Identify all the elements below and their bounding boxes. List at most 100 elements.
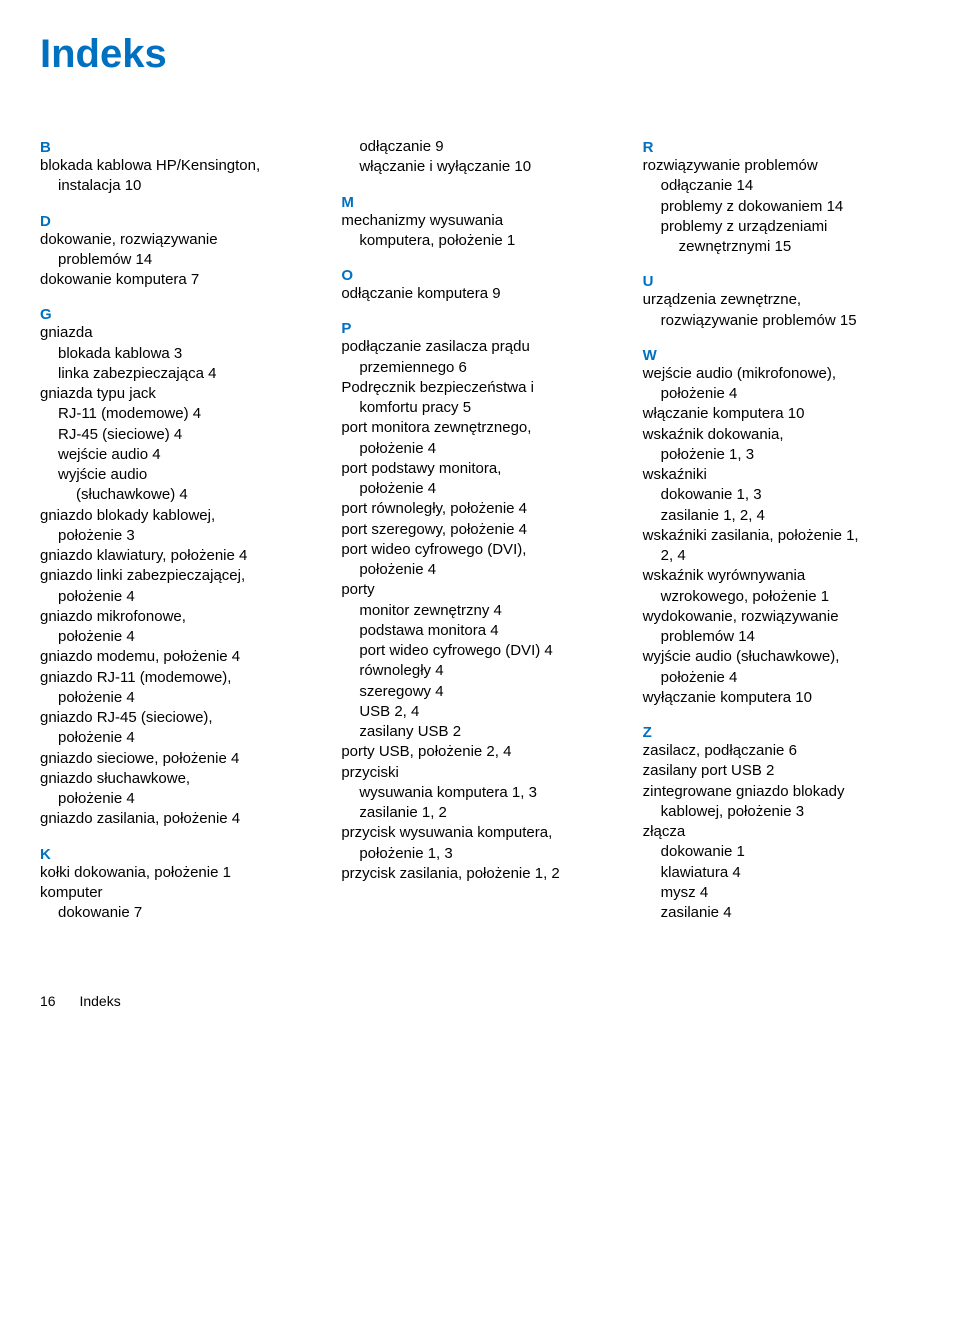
- index-entry: zasilany port USB 2: [643, 761, 920, 781]
- index-entry: gniazdo linki zabezpieczającej,: [40, 566, 317, 586]
- index-entry: problemów 14: [40, 250, 317, 270]
- letter-r: R: [643, 139, 920, 156]
- index-entry: odłączanie 14: [643, 176, 920, 196]
- index-entry: dokowanie 7: [40, 903, 317, 923]
- index-entry: dokowanie 1: [643, 842, 920, 862]
- index-entry: przycisk zasilania, położenie 1, 2: [341, 864, 618, 884]
- index-entry: klawiatura 4: [643, 863, 920, 883]
- index-entry: mysz 4: [643, 883, 920, 903]
- index-entry: zasilanie 1, 2, 4: [643, 506, 920, 526]
- index-entry: blokada kablowa 3: [40, 344, 317, 364]
- index-entry: zewnętrznymi 15: [643, 237, 920, 257]
- index-entry: problemów 14: [643, 627, 920, 647]
- index-entry: problemy z urządzeniami: [643, 217, 920, 237]
- index-entry: port wideo cyfrowego (DVI),: [341, 540, 618, 560]
- letter-k: K: [40, 846, 317, 863]
- index-entry: wskaźnik wyrównywania: [643, 566, 920, 586]
- page-number: 16: [40, 993, 56, 1009]
- index-entry: wydokowanie, rozwiązywanie: [643, 607, 920, 627]
- index-entry: przycisk wysuwania komputera,: [341, 823, 618, 843]
- index-entry: położenie 4: [40, 627, 317, 647]
- index-entry: rozwiązywanie problemów 15: [643, 311, 920, 331]
- index-entry: wejście audio 4: [40, 445, 317, 465]
- index-entry: instalacja 10: [40, 176, 317, 196]
- column-2: odłączanie 9 włączanie i wyłączanie 10 M…: [341, 137, 618, 923]
- index-entry: USB 2, 4: [341, 702, 618, 722]
- index-entry: gniazdo zasilania, położenie 4: [40, 809, 317, 829]
- index-entry: kołki dokowania, położenie 1: [40, 863, 317, 883]
- index-entry: gniazdo RJ-45 (sieciowe),: [40, 708, 317, 728]
- index-entry: wejście audio (mikrofonowe),: [643, 364, 920, 384]
- index-entry: wyjście audio: [40, 465, 317, 485]
- index-entry: dokowanie 1, 3: [643, 485, 920, 505]
- index-entry: gniazdo blokady kablowej,: [40, 506, 317, 526]
- index-entry: port równoległy, położenie 4: [341, 499, 618, 519]
- index-entry: kablowej, położenie 3: [643, 802, 920, 822]
- index-entry: gniazda typu jack: [40, 384, 317, 404]
- index-entry: położenie 1, 3: [341, 844, 618, 864]
- index-entry: 2, 4: [643, 546, 920, 566]
- index-entry: problemy z dokowaniem 14: [643, 197, 920, 217]
- index-entry: włączanie i wyłączanie 10: [341, 157, 618, 177]
- index-columns: B blokada kablowa HP/Kensington, instala…: [40, 137, 920, 923]
- index-entry: równoległy 4: [341, 661, 618, 681]
- index-entry: komputera, położenie 1: [341, 231, 618, 251]
- index-entry: wskaźniki: [643, 465, 920, 485]
- index-entry: dokowanie komputera 7: [40, 270, 317, 290]
- footer-section: Indeks: [79, 993, 120, 1009]
- index-entry: porty USB, położenie 2, 4: [341, 742, 618, 762]
- index-entry: podstawa monitora 4: [341, 621, 618, 641]
- index-entry: szeregowy 4: [341, 682, 618, 702]
- index-entry: położenie 4: [40, 789, 317, 809]
- column-3: R rozwiązywanie problemów odłączanie 14 …: [643, 137, 920, 923]
- index-entry: linka zabezpieczająca 4: [40, 364, 317, 384]
- letter-m: M: [341, 194, 618, 211]
- letter-b: B: [40, 139, 317, 156]
- index-entry: położenie 4: [643, 668, 920, 688]
- index-entry: wzrokowego, położenie 1: [643, 587, 920, 607]
- letter-z: Z: [643, 724, 920, 741]
- letter-g: G: [40, 306, 317, 323]
- index-entry: położenie 4: [341, 560, 618, 580]
- index-entry: RJ-11 (modemowe) 4: [40, 404, 317, 424]
- index-entry: włączanie komputera 10: [643, 404, 920, 424]
- index-entry: gniazdo słuchawkowe,: [40, 769, 317, 789]
- index-entry: zintegrowane gniazdo blokady: [643, 782, 920, 802]
- index-entry: gniazdo RJ-11 (modemowe),: [40, 668, 317, 688]
- index-entry: położenie 1, 3: [643, 445, 920, 465]
- page-title: Indeks: [40, 32, 920, 77]
- page-footer: 16 Indeks: [40, 993, 920, 1009]
- column-1: B blokada kablowa HP/Kensington, instala…: [40, 137, 317, 923]
- index-entry: mechanizmy wysuwania: [341, 211, 618, 231]
- index-entry: wskaźniki zasilania, położenie 1,: [643, 526, 920, 546]
- index-entry: gniazdo mikrofonowe,: [40, 607, 317, 627]
- index-entry: zasilany USB 2: [341, 722, 618, 742]
- index-entry: odłączanie 9: [341, 137, 618, 157]
- index-entry: dokowanie, rozwiązywanie: [40, 230, 317, 250]
- index-entry: odłączanie komputera 9: [341, 284, 618, 304]
- index-entry: porty: [341, 580, 618, 600]
- index-entry: gniazdo sieciowe, położenie 4: [40, 749, 317, 769]
- index-entry: port szeregowy, położenie 4: [341, 520, 618, 540]
- letter-w: W: [643, 347, 920, 364]
- index-entry: położenie 3: [40, 526, 317, 546]
- index-entry: położenie 4: [643, 384, 920, 404]
- letter-u: U: [643, 273, 920, 290]
- index-entry: komputer: [40, 883, 317, 903]
- index-entry: przemiennego 6: [341, 358, 618, 378]
- index-entry: komfortu pracy 5: [341, 398, 618, 418]
- index-entry: zasilanie 4: [643, 903, 920, 923]
- index-entry: gniazdo klawiatury, położenie 4: [40, 546, 317, 566]
- index-entry: wskaźnik dokowania,: [643, 425, 920, 445]
- index-entry: przyciski: [341, 763, 618, 783]
- index-entry: podłączanie zasilacza prądu: [341, 337, 618, 357]
- index-entry: gniazdo modemu, położenie 4: [40, 647, 317, 667]
- index-entry: port podstawy monitora,: [341, 459, 618, 479]
- letter-o: O: [341, 267, 618, 284]
- index-entry: (słuchawkowe) 4: [40, 485, 317, 505]
- index-entry: blokada kablowa HP/Kensington,: [40, 156, 317, 176]
- index-entry: RJ-45 (sieciowe) 4: [40, 425, 317, 445]
- index-entry: monitor zewnętrzny 4: [341, 601, 618, 621]
- index-entry: urządzenia zewnętrzne,: [643, 290, 920, 310]
- letter-d: D: [40, 213, 317, 230]
